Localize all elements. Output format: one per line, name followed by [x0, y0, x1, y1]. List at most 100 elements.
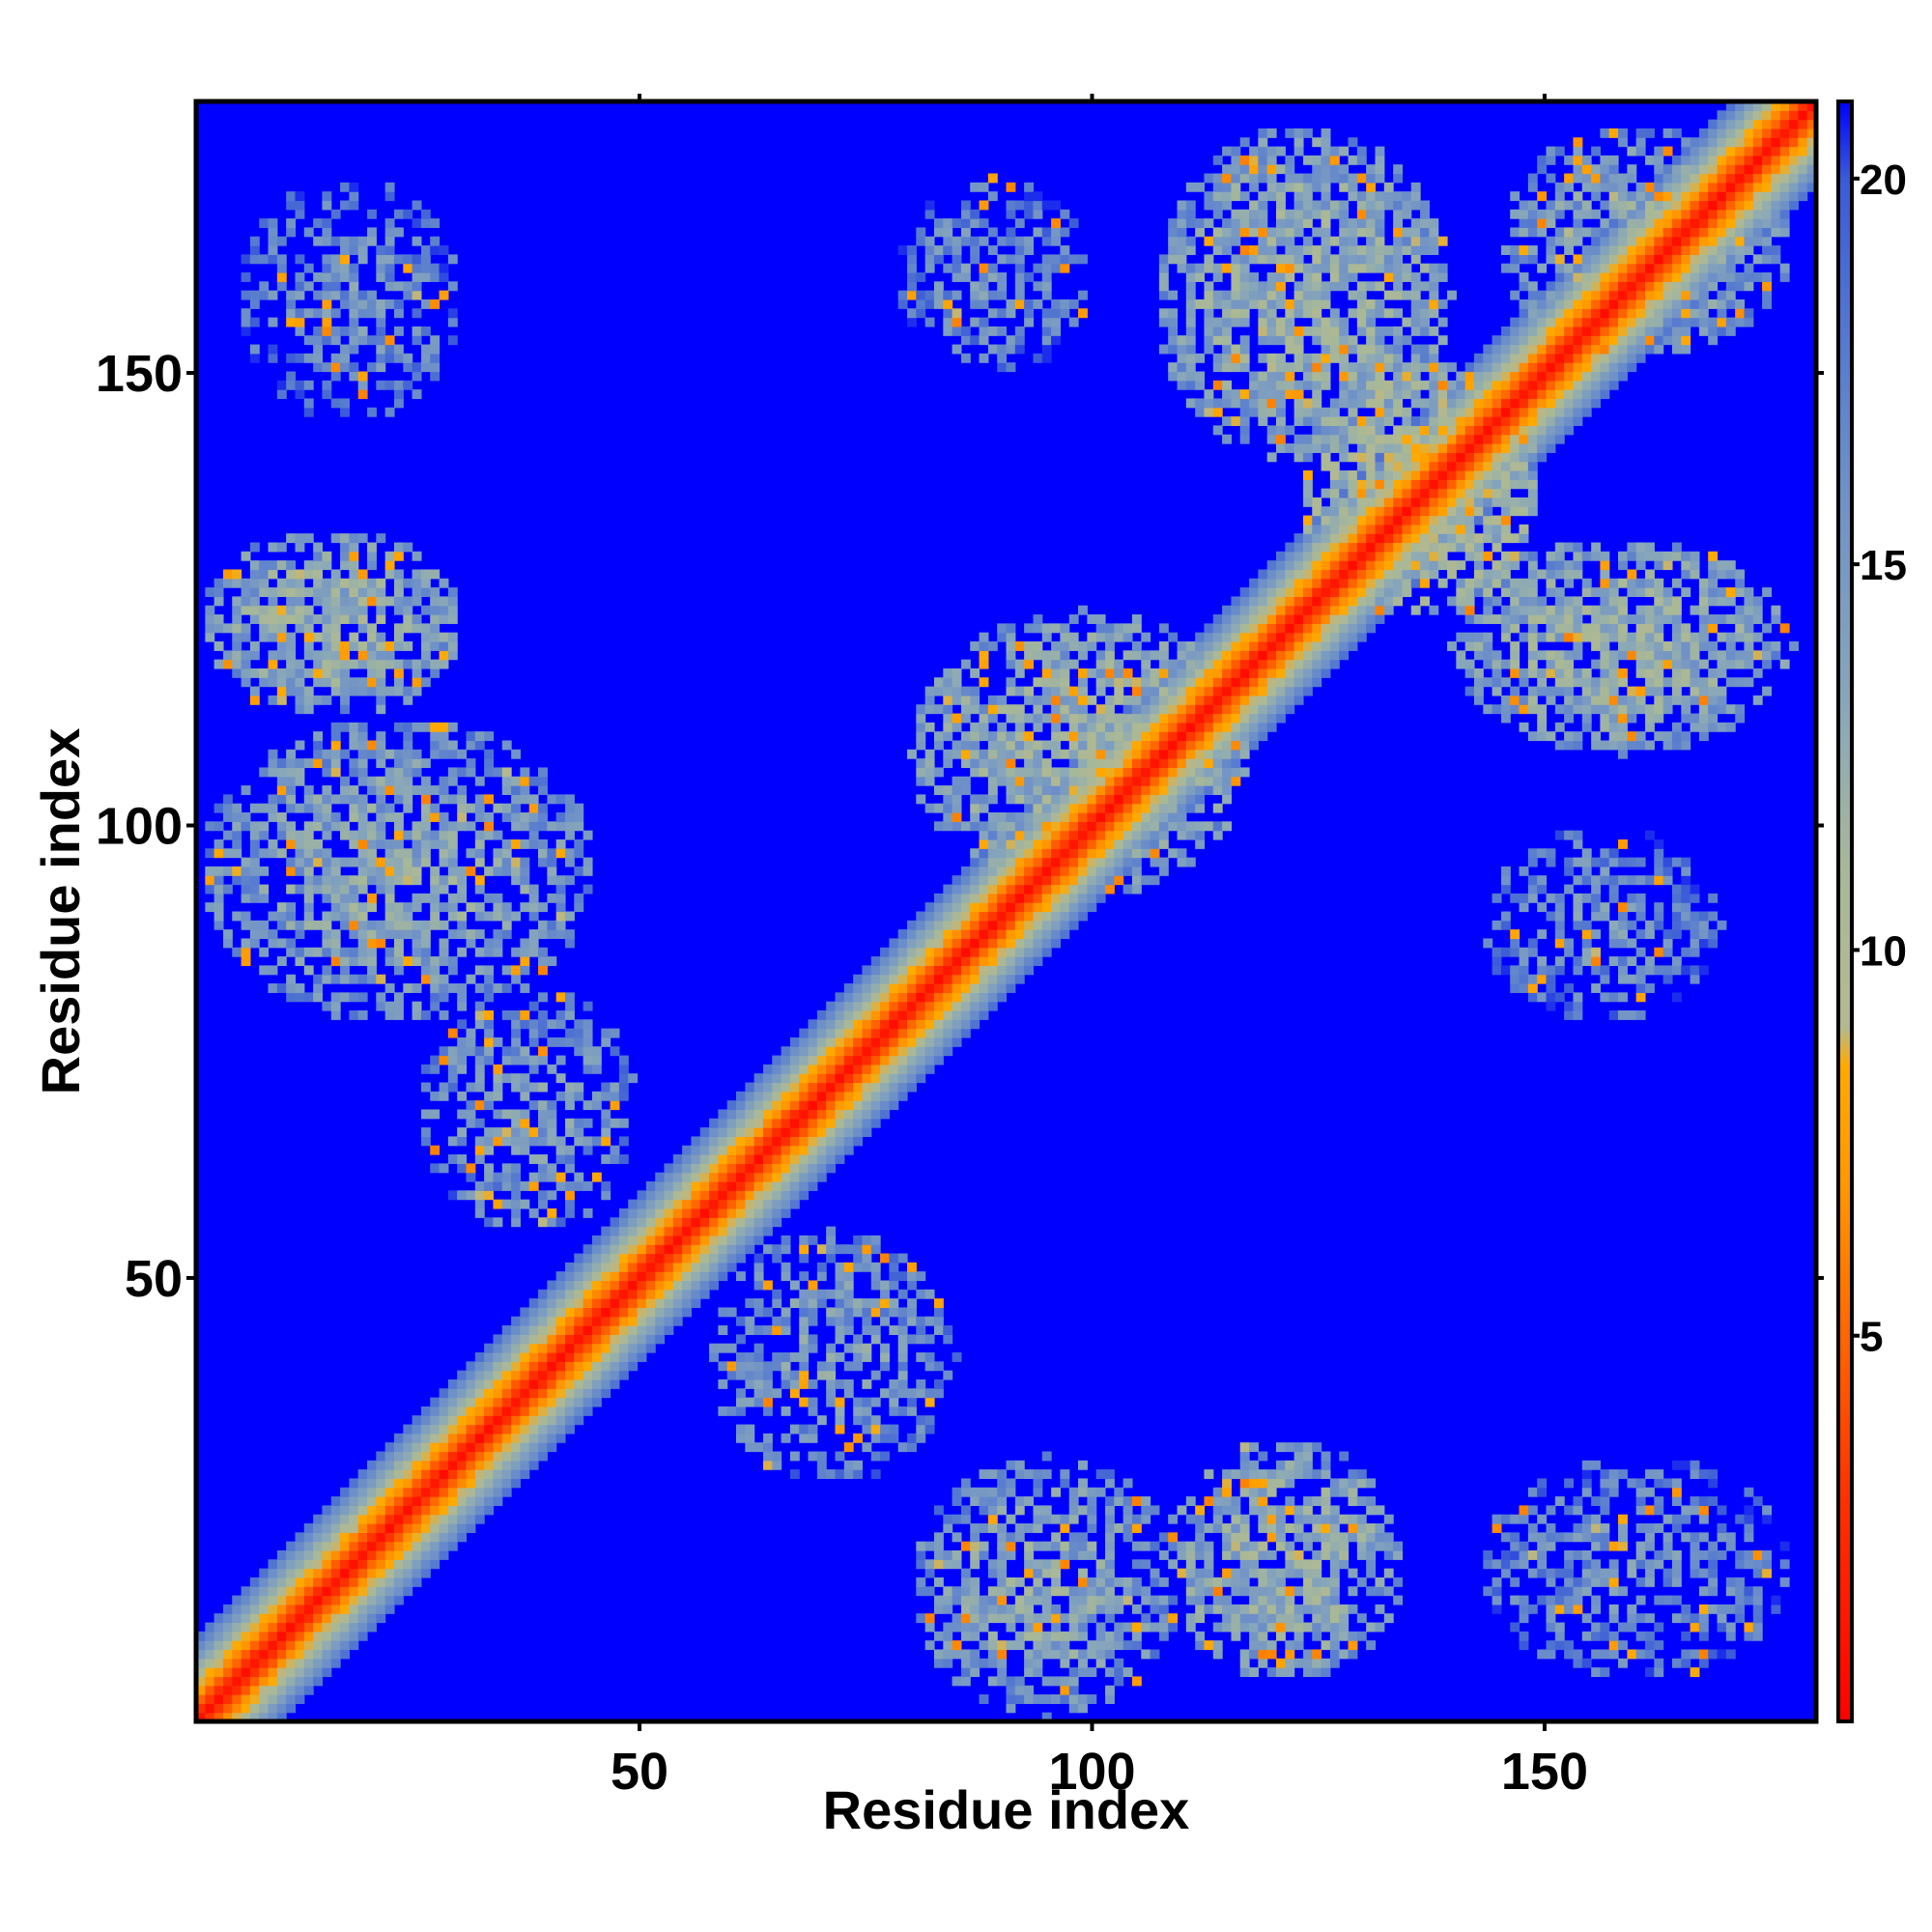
heatmap-cell: [430, 1055, 440, 1065]
heatmap-cell: [376, 749, 386, 759]
heatmap-cell: [1006, 902, 1016, 913]
heatmap-cell: [357, 848, 368, 859]
heatmap-cell: [439, 821, 449, 832]
heatmap-cell: [997, 983, 1008, 993]
heatmap-cell: [979, 902, 989, 913]
heatmap-cell: [745, 1298, 755, 1309]
heatmap-cell: [303, 614, 314, 624]
heatmap-cell: [987, 838, 998, 849]
heatmap-cell: [376, 298, 386, 309]
heatmap-cell: [1041, 317, 1052, 327]
heatmap-cell: [862, 1442, 872, 1453]
heatmap-cell: [1150, 677, 1160, 688]
heatmap-cell: [582, 1307, 593, 1318]
heatmap-cell: [952, 1640, 962, 1651]
heatmap-cell: [1068, 803, 1079, 813]
heatmap-cell: [1014, 731, 1025, 742]
heatmap-cell: [340, 1496, 350, 1506]
heatmap-cell: [457, 803, 468, 813]
heatmap-cell: [205, 1685, 215, 1695]
heatmap-cell: [781, 1235, 791, 1245]
heatmap-cell: [979, 974, 989, 984]
heatmap-cell: [501, 1172, 512, 1182]
heatmap-cell: [1041, 1451, 1052, 1462]
heatmap-cell: [1006, 200, 1016, 211]
heatmap-cell: [403, 1532, 413, 1543]
heatmap-cell: [457, 1433, 468, 1443]
heatmap-cell: [1041, 821, 1052, 832]
heatmap-cell: [474, 1433, 485, 1443]
heatmap-cell: [691, 1271, 701, 1282]
heatmap-cell: [393, 767, 404, 778]
heatmap-cell: [952, 947, 962, 957]
heatmap-cell: [610, 1154, 620, 1164]
heatmap-cell: [1104, 749, 1115, 759]
heatmap-cell: [762, 1217, 773, 1228]
heatmap-cell: [330, 794, 341, 805]
heatmap-cell: [753, 1082, 764, 1093]
heatmap-cell: [313, 1559, 324, 1570]
heatmap-cell: [645, 1289, 656, 1299]
heatmap-cell: [1122, 713, 1133, 724]
heatmap-cell: [276, 1685, 287, 1695]
heatmap-cell: [447, 794, 458, 805]
heatmap-cell: [897, 1307, 908, 1318]
heatmap-cell: [420, 1505, 431, 1516]
heatmap-cell: [1095, 686, 1106, 696]
heatmap-cell: [691, 1226, 701, 1236]
heatmap-cell: [367, 1549, 377, 1560]
heatmap-cell: [205, 902, 215, 913]
heatmap-cell: [367, 1604, 377, 1614]
heatmap-cell: [457, 1442, 468, 1453]
heatmap-cell: [591, 1289, 602, 1299]
heatmap-cell: [574, 1019, 584, 1030]
heatmap-cell: [853, 1100, 864, 1111]
heatmap-cell: [528, 1064, 539, 1074]
heatmap-cell: [862, 1406, 872, 1416]
heatmap-cell: [1177, 344, 1187, 355]
heatmap-cell: [259, 965, 270, 976]
heatmap-cell: [1006, 362, 1016, 373]
heatmap-cell: [501, 776, 512, 786]
heatmap-cell: [420, 929, 431, 940]
heatmap-cell: [618, 1307, 629, 1318]
heatmap-cell: [843, 1001, 854, 1011]
heatmap-cell: [897, 1253, 908, 1264]
heatmap-cell: [970, 245, 980, 255]
heatmap-cell: [555, 838, 566, 849]
heatmap-cell: [213, 1703, 224, 1714]
heatmap-cell: [582, 1055, 593, 1065]
heatmap-cell: [664, 1289, 674, 1299]
heatmap-cell: [816, 1073, 827, 1084]
heatmap-cell: [997, 344, 1008, 355]
heatmap-cell: [1185, 830, 1196, 840]
heatmap-cell: [799, 1136, 810, 1147]
heatmap-cell: [484, 794, 495, 805]
heatmap-cell: [501, 1415, 512, 1426]
heatmap-cell: [222, 1676, 233, 1687]
heatmap-cell: [1051, 623, 1061, 634]
heatmap-cell: [655, 1316, 666, 1326]
heatmap-cell: [699, 1235, 710, 1245]
heatmap-cell: [249, 821, 260, 832]
heatmap-cell: [538, 947, 548, 957]
heatmap-cell: [943, 1640, 953, 1651]
heatmap-cell: [295, 1694, 305, 1704]
heatmap-cell: [340, 1649, 350, 1660]
heatmap-cell: [520, 1019, 530, 1030]
heatmap-cell: [1014, 686, 1025, 696]
heatmap-cell: [232, 668, 242, 678]
heatmap-cell: [330, 740, 341, 751]
heatmap-cell: [403, 290, 413, 300]
heatmap-cell: [295, 686, 305, 696]
heatmap-cell: [1060, 1559, 1070, 1570]
heatmap-cell: [726, 1163, 737, 1174]
heatmap-cell: [1122, 1514, 1133, 1524]
heatmap-cell: [564, 794, 575, 805]
heatmap-cell: [862, 1378, 872, 1389]
heatmap-cell: [987, 1001, 998, 1011]
heatmap-cell: [430, 659, 440, 669]
heatmap-cell: [843, 1046, 854, 1057]
heatmap-cell: [753, 1181, 764, 1191]
heatmap-cell: [889, 1271, 899, 1282]
